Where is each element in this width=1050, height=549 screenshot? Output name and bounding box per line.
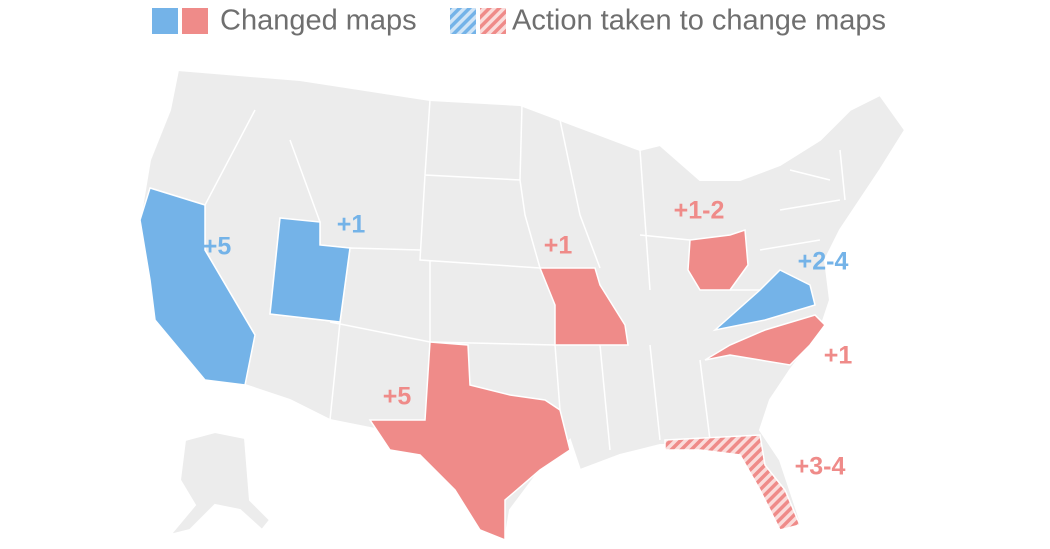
state-label: +1 [824,342,853,370]
state-label: +5 [383,383,412,411]
state-label: +2-4 [798,248,849,276]
legend-swatch [480,8,506,34]
legend: Changed maps Action taken to change maps [152,5,886,37]
state-virginia [712,269,816,332]
legend-label: Changed maps [220,5,417,37]
state-ohio [687,228,749,291]
state-label: +5 [203,233,232,261]
state-label: +1 [337,211,366,239]
state-missouri [538,267,629,346]
state-utah [269,217,351,323]
legend-swatch [152,8,178,34]
state-label: +1-2 [674,197,725,225]
legend-swatch [450,8,476,34]
state-california [139,187,256,386]
legend-swatch [182,8,208,34]
state-label: +3-4 [795,453,846,481]
state-north-carolina [704,314,826,366]
state-florida [664,434,802,531]
legend-label: Action taken to change maps [512,5,886,37]
state-texas [368,341,571,542]
state-label: +1 [544,232,573,260]
alaska [167,430,272,537]
